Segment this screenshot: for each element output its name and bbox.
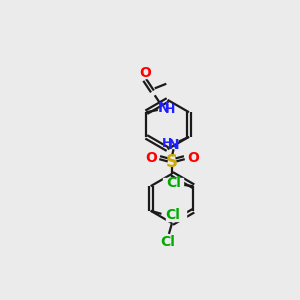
Bar	[146, 153, 157, 163]
Text: S: S	[166, 152, 178, 170]
Text: H: H	[161, 137, 172, 150]
Text: N: N	[158, 101, 169, 116]
Bar	[188, 153, 198, 163]
Bar	[158, 237, 178, 248]
Text: Cl: Cl	[161, 235, 176, 249]
Text: O: O	[187, 152, 199, 165]
Text: Cl: Cl	[165, 208, 180, 222]
Text: N: N	[168, 138, 179, 152]
Bar	[166, 210, 186, 221]
Bar	[163, 178, 183, 188]
Text: O: O	[139, 66, 151, 80]
Text: H: H	[165, 103, 175, 116]
Bar	[139, 68, 150, 78]
Text: O: O	[145, 152, 157, 165]
Text: Cl: Cl	[166, 176, 181, 190]
